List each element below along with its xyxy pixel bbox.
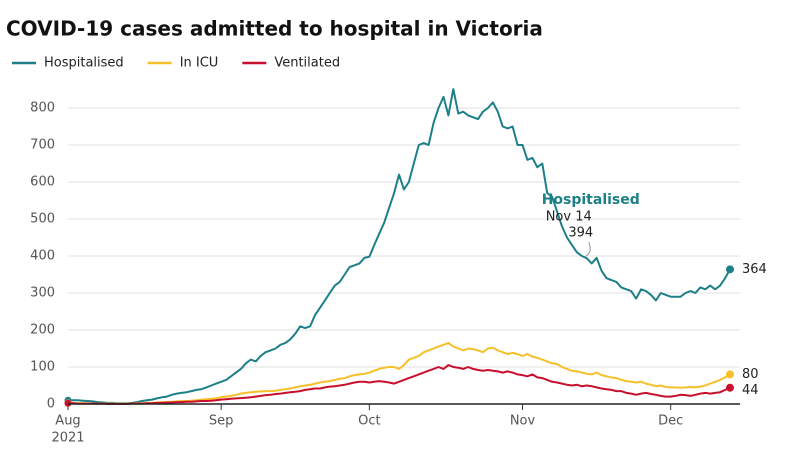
end-label: 364 (742, 262, 767, 277)
y-tick-label: 600 (30, 175, 55, 190)
annotation-value: 394 (568, 226, 593, 241)
y-tick-label: 0 (47, 397, 55, 412)
end-label: 80 (742, 367, 759, 382)
annotation-pointer (585, 242, 591, 257)
annotation-series: Hospitalised (542, 192, 640, 208)
x-tick-label: Oct (358, 414, 380, 429)
series-line (68, 364, 731, 405)
end-dot (726, 265, 734, 274)
end-dot (726, 370, 734, 379)
end-dot (726, 383, 734, 392)
y-tick-label: 300 (30, 286, 55, 301)
chart-title: COVID-19 cases admitted to hospital in V… (6, 17, 543, 41)
y-tick-label: 400 (30, 249, 55, 264)
legend-label: In ICU (180, 56, 219, 71)
x-sublabel: 2021 (51, 431, 84, 446)
legend-label: Hospitalised (44, 56, 124, 71)
y-tick-label: 500 (30, 212, 55, 227)
y-tick-label: 800 (30, 101, 55, 116)
y-tick-label: 200 (30, 323, 55, 338)
annotation-date: Nov 14 (546, 210, 592, 225)
legend-label: Ventilated (274, 56, 340, 71)
x-tick-label: Nov (510, 414, 536, 429)
y-tick-label: 100 (30, 360, 55, 375)
y-tick-label: 700 (30, 138, 55, 153)
end-label: 44 (742, 383, 759, 398)
x-tick-label: Aug (55, 414, 80, 429)
x-tick-label: Sep (209, 414, 234, 429)
x-tick-label: Dec (658, 414, 683, 429)
series-line (68, 88, 731, 405)
